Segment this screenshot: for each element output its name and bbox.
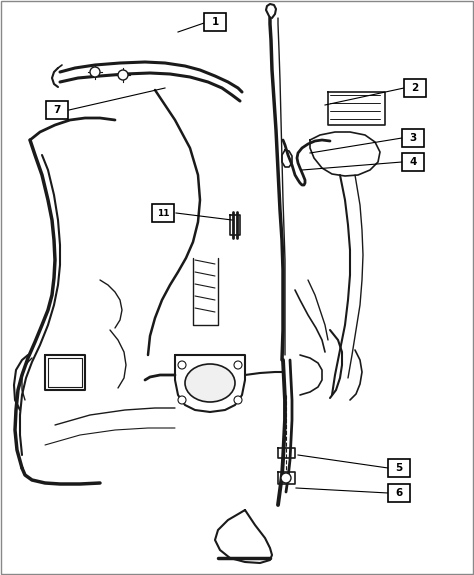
Text: 4: 4 — [410, 157, 417, 167]
Text: 3: 3 — [410, 133, 417, 143]
Ellipse shape — [185, 364, 235, 402]
FancyBboxPatch shape — [152, 204, 174, 222]
FancyBboxPatch shape — [404, 79, 426, 97]
Circle shape — [234, 396, 242, 404]
Circle shape — [178, 396, 186, 404]
FancyBboxPatch shape — [402, 153, 424, 171]
FancyBboxPatch shape — [204, 13, 226, 31]
Text: 2: 2 — [411, 83, 419, 93]
Text: 7: 7 — [53, 105, 61, 115]
FancyBboxPatch shape — [388, 484, 410, 502]
Text: 5: 5 — [395, 463, 402, 473]
Circle shape — [178, 361, 186, 369]
Text: 6: 6 — [395, 488, 402, 498]
Circle shape — [281, 473, 291, 483]
Text: 1: 1 — [211, 17, 219, 27]
Circle shape — [118, 70, 128, 80]
FancyBboxPatch shape — [388, 459, 410, 477]
FancyBboxPatch shape — [46, 101, 68, 119]
Text: 11: 11 — [157, 209, 169, 217]
Circle shape — [90, 67, 100, 77]
FancyBboxPatch shape — [402, 129, 424, 147]
Circle shape — [234, 361, 242, 369]
